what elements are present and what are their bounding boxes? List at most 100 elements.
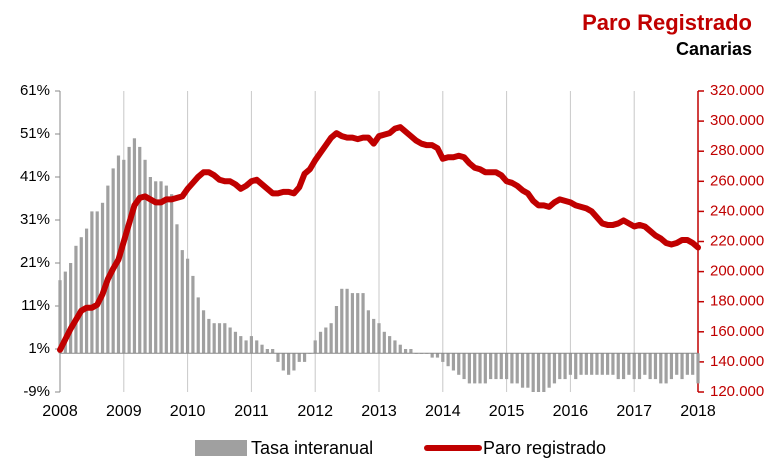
bar: [361, 293, 365, 354]
bar: [584, 353, 588, 375]
bar: [403, 349, 408, 354]
bar: [287, 353, 291, 375]
y2-tick-label: 280.000: [710, 142, 764, 159]
y-tick-label: 41%: [20, 168, 50, 185]
bar: [568, 353, 572, 375]
bar: [579, 353, 583, 375]
chart-title: Paro Registrado: [582, 10, 752, 35]
bar: [223, 323, 227, 354]
bar: [271, 349, 275, 354]
bar: [648, 353, 652, 380]
bar: [148, 177, 152, 354]
x-tick-label: 2015: [489, 403, 525, 420]
x-tick-label: 2013: [361, 403, 397, 420]
bar: [201, 310, 206, 354]
bar: [159, 181, 163, 354]
bar: [74, 245, 78, 354]
bar: [574, 353, 578, 380]
bar: [547, 353, 551, 388]
bar: [90, 211, 94, 354]
bar: [558, 353, 562, 380]
bar: [653, 353, 658, 380]
bar: [483, 353, 487, 384]
bar: [489, 353, 493, 380]
bar: [111, 168, 115, 354]
bar: [510, 353, 514, 384]
bar: [430, 353, 434, 358]
y-tick-label: 31%: [20, 211, 50, 228]
bar: [409, 349, 413, 354]
bar: [526, 353, 530, 388]
bar: [132, 138, 137, 354]
legend-label: Tasa interanual: [251, 438, 373, 458]
bar: [393, 340, 397, 354]
bar: [366, 310, 370, 354]
y2-tick-label: 320.000: [710, 82, 764, 99]
bar: [675, 353, 679, 375]
line: [57, 124, 701, 353]
bar: [302, 353, 307, 362]
x-tick-label: 2017: [616, 403, 652, 420]
bar: [680, 353, 684, 380]
bar: [664, 353, 668, 384]
bar: [616, 353, 620, 380]
bar: [536, 353, 541, 392]
bar: [95, 211, 99, 354]
bar: [318, 331, 323, 354]
bar: [127, 146, 131, 354]
bar: [563, 353, 567, 380]
bar: [669, 353, 674, 380]
bar: [69, 263, 73, 354]
bar: [164, 185, 168, 354]
bar: [632, 353, 636, 380]
bar: [100, 202, 105, 354]
bar: [239, 336, 243, 354]
bar: [382, 331, 386, 354]
bar: [345, 288, 349, 354]
bar: [281, 353, 285, 371]
bar: [637, 353, 642, 380]
x-tick-label: 2014: [425, 403, 461, 420]
bar: [621, 353, 626, 380]
legend-label: Paro registrado: [483, 438, 606, 458]
y-tick-label: -9%: [23, 383, 50, 400]
bar: [143, 159, 147, 354]
bar: [186, 258, 190, 354]
bar: [63, 271, 67, 354]
bar: [175, 224, 179, 354]
bar: [297, 353, 301, 362]
x-tick-label: 2018: [680, 403, 716, 420]
y2-tick-label: 240.000: [710, 202, 764, 219]
y-tick-label: 61%: [20, 82, 50, 99]
bar: [207, 318, 211, 354]
bar: [249, 336, 253, 354]
bar: [499, 353, 503, 380]
bar: [79, 237, 83, 354]
bar: [515, 353, 519, 384]
legend-swatch: [195, 440, 247, 456]
bar: [531, 353, 535, 392]
bar: [324, 327, 328, 354]
y2-tick-label: 200.000: [710, 263, 764, 280]
y-tick-label: 11%: [21, 297, 50, 314]
x-tick-label: 2011: [234, 403, 269, 420]
bar: [611, 353, 615, 375]
bar: [292, 353, 296, 371]
bar: [473, 353, 477, 384]
bar: [265, 349, 269, 354]
x-tick-label: 2012: [297, 403, 333, 420]
x-tick-label: 2010: [170, 403, 206, 420]
bar: [457, 353, 461, 375]
y2-tick-label: 260.000: [710, 172, 764, 189]
bar: [340, 288, 344, 354]
bar: [643, 353, 647, 375]
bar: [377, 323, 381, 354]
bar: [388, 336, 392, 354]
bar: [451, 353, 456, 371]
bar: [478, 353, 482, 384]
bar: [372, 318, 376, 354]
chart-subtitle: Canarias: [676, 39, 752, 59]
bar: [84, 228, 89, 354]
bar: [191, 275, 195, 354]
